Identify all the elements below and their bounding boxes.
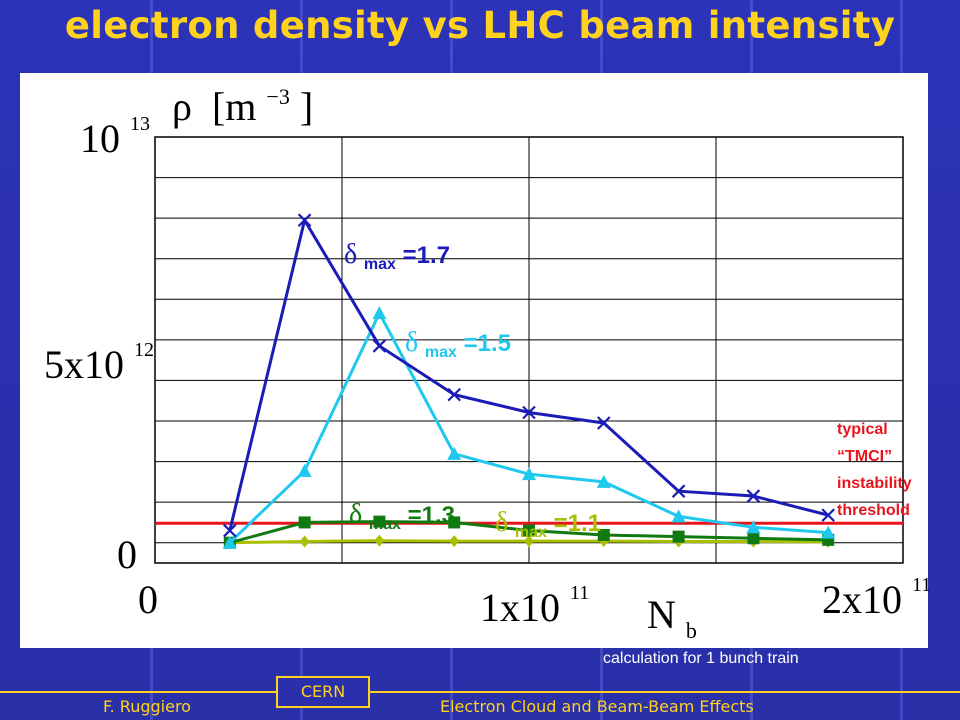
threshold-annotation: typical “TMCI” instability threshold xyxy=(837,421,916,519)
data-point xyxy=(596,474,611,488)
slide-title: electron density vs LHC beam intensity xyxy=(64,4,896,47)
y-tick-base: 5x10 xyxy=(44,342,124,387)
threshold-annotation-line: instability xyxy=(837,475,912,492)
caption: calculation for 1 bunch train xyxy=(603,650,799,667)
series-label-delta: δ xyxy=(349,499,362,530)
x-tick-exponent: 11 xyxy=(570,582,589,604)
plot-panel xyxy=(20,73,928,648)
y-tick-label: 0 xyxy=(117,532,137,577)
footer-talk-title: Electron Cloud and Beam-Beam Effects xyxy=(440,697,754,716)
x-axis-label: N b xyxy=(647,592,697,643)
data-point xyxy=(449,535,460,548)
grid xyxy=(154,136,904,564)
data-point xyxy=(597,529,610,542)
data-point xyxy=(298,516,311,529)
series-label-1-1: δ max =1.1 xyxy=(495,507,601,543)
data-point xyxy=(297,463,312,477)
y-axis-unit: [m xyxy=(212,84,256,129)
data-point xyxy=(597,416,611,430)
footer-organization: CERN xyxy=(276,676,370,708)
data-point xyxy=(374,534,385,547)
data-point xyxy=(821,525,836,539)
series-label-1-5: δ max =1.5 xyxy=(405,327,511,363)
series-label-1-7: δ max =1.7 xyxy=(344,239,450,275)
x-tick-base: 0 xyxy=(138,577,158,622)
y-axis-label: ρ [m −3 ] xyxy=(172,68,313,129)
data-point xyxy=(523,524,535,537)
data-point xyxy=(821,508,835,522)
plot-frame xyxy=(154,136,904,564)
y-tick-base: 0 xyxy=(117,532,137,577)
footer-author: F. Ruggiero xyxy=(103,697,191,716)
y-tick-exponent: 13 xyxy=(130,113,150,135)
series-label-subscript: max xyxy=(369,516,401,533)
data-point xyxy=(746,520,761,534)
series-label-value: =1.7 xyxy=(403,242,450,269)
series-label-delta: δ xyxy=(495,507,508,538)
y-tick-label: 10 13 xyxy=(80,113,150,161)
y-axis-unit-close: ] xyxy=(300,84,313,129)
data-point xyxy=(447,446,462,460)
data-point xyxy=(746,489,761,503)
y-tick-base: 10 xyxy=(80,116,120,161)
y-tick-label: 5x10 12 xyxy=(44,339,154,387)
data-point xyxy=(447,387,461,402)
x-tick-base: 1x10 xyxy=(480,585,560,630)
y-tick-exponent: 12 xyxy=(134,339,154,361)
data-point xyxy=(747,532,760,545)
x-tick-label: 0 xyxy=(138,577,158,622)
data-point xyxy=(448,516,461,529)
data-point xyxy=(223,523,237,538)
data-point xyxy=(672,530,685,543)
series-label-subscript: max xyxy=(425,344,457,361)
series-label-1-3: δ max =1.3 xyxy=(349,499,455,535)
x-axis-symbol: N xyxy=(647,592,676,637)
data-point xyxy=(671,484,686,498)
series-label-subscript: max xyxy=(364,256,396,273)
y-axis-unit-exponent: −3 xyxy=(266,84,289,109)
series-label-delta: δ xyxy=(405,327,418,358)
series-label-delta: δ xyxy=(344,239,357,270)
data-point xyxy=(372,339,387,353)
x-tick-base: 2x10 xyxy=(822,577,902,622)
data-point xyxy=(522,467,536,481)
series-layer xyxy=(222,213,836,549)
data-point xyxy=(373,515,386,528)
data-point xyxy=(372,306,387,320)
data-point xyxy=(299,535,310,548)
data-point xyxy=(671,509,686,523)
y-axis-symbol: ρ xyxy=(172,84,192,129)
data-point xyxy=(524,535,534,548)
series-1-5 xyxy=(222,306,836,549)
threshold-annotation-line: threshold xyxy=(837,502,910,519)
x-tick-exponent: 11 xyxy=(912,574,931,596)
footer-rule xyxy=(0,691,960,693)
threshold-annotation-line: typical xyxy=(837,421,888,438)
data-point xyxy=(222,535,237,549)
data-point xyxy=(522,405,536,420)
series-label-subscript: max xyxy=(515,524,547,541)
series-label-value: =1.3 xyxy=(408,502,455,529)
series-label-value: =1.1 xyxy=(554,510,601,537)
series-label-value: =1.5 xyxy=(464,330,511,357)
series-1-7 xyxy=(223,213,835,538)
data-point xyxy=(297,213,312,227)
x-tick-label: 1x10 11 xyxy=(480,582,589,630)
x-tick-label: 2x10 11 xyxy=(822,574,931,622)
threshold-annotation-line: “TMCI” xyxy=(837,448,892,465)
x-axis-subscript: b xyxy=(686,618,697,643)
